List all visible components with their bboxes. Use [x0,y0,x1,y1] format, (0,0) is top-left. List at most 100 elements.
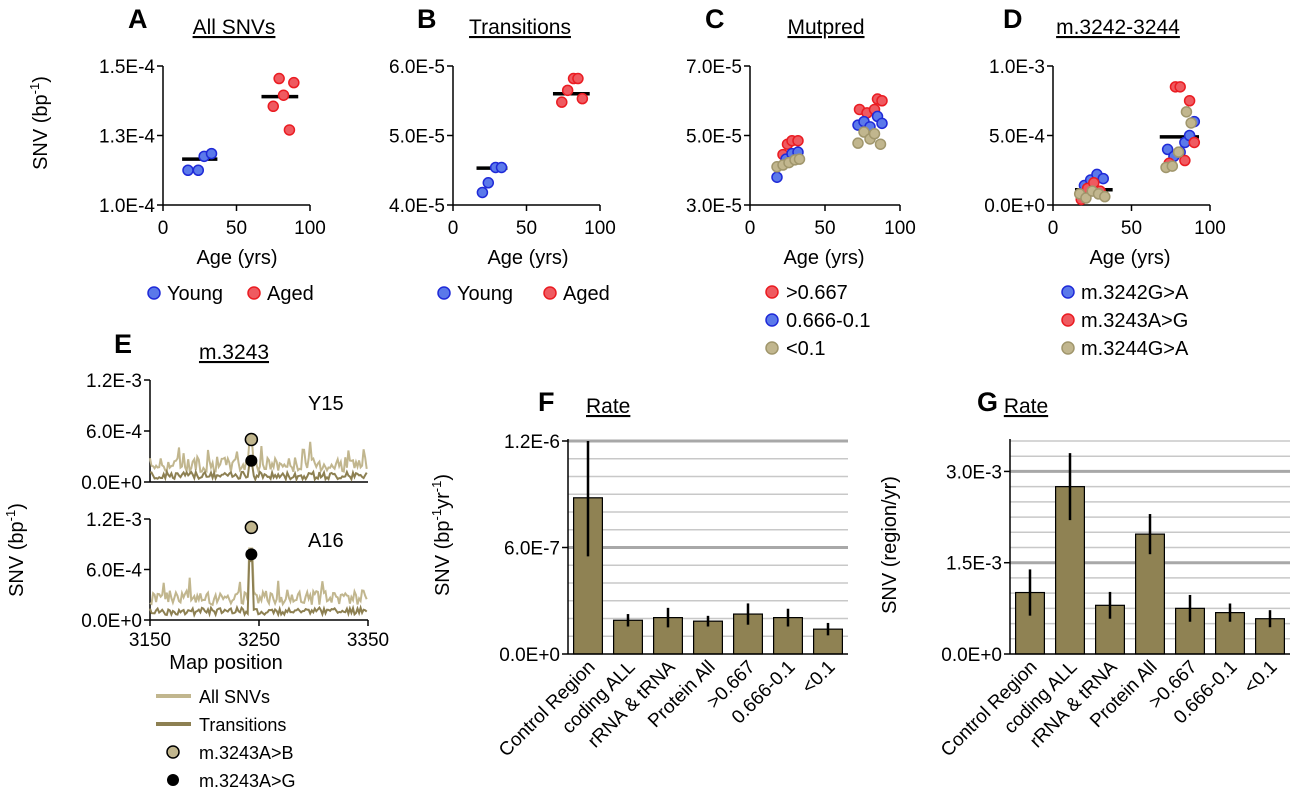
x-axis-label-d: Age (yrs) [1089,247,1170,269]
legend-c-high-marker [765,285,779,299]
legend-d-3243-label: m.3243A>G [1081,310,1188,332]
y-tick-label-g: 3.0E-3 [946,462,1002,483]
data-point-a [273,72,285,85]
legend-a: Young Aged [147,283,314,305]
data-point-a [182,164,194,176]
data-point-d [1180,106,1193,118]
y-tick-label-a: 1.0E-4 [99,196,155,217]
data-point-c [771,171,783,183]
x-tick-label-d: 0 [1048,218,1059,239]
x-axis-label-c: Age (yrs) [783,247,864,269]
data-point-a [205,147,218,160]
data-point-c [876,117,888,130]
line-all-snvs-a16 [149,547,368,607]
x-tick-label-c: 0 [745,218,756,239]
panel-title-f: Rate [586,395,630,418]
y-tick-label-b: 5.0E-5 [389,127,445,148]
data-point-c [876,95,888,107]
x-tick-label-e: 3250 [238,630,280,651]
x-tick-label-e: 3150 [129,630,171,651]
y-axis-label-f: SNV (bp-1yr-1) [429,474,454,596]
legend-b-young-label: Young [457,283,513,305]
legend-c-low-marker [765,341,779,355]
data-point-c [868,128,881,140]
x-axis-label-e: Map position [169,652,282,674]
y-tick-label-f: 0.0E+0 [499,645,560,666]
data-point-b [561,84,574,97]
x-tick-label-a: 0 [158,218,169,239]
panel-e-label-bottom: A16 [308,530,344,552]
legend-a-aged-marker [247,286,261,300]
legend-a-young-label: Young [167,283,223,305]
panel-letter-c: C [705,4,725,34]
data-point-b [482,177,495,189]
panel-letter-e: E [114,329,132,359]
data-point-a [267,100,279,113]
x-tick-label-b: 100 [584,218,616,239]
y-tick-label-d: 0.0E+0 [984,196,1045,217]
panel-title-d: m.3242-3244 [1056,16,1180,39]
legend-a-aged-label: Aged [267,283,314,305]
legend-d: m.3242G>A m.3243A>G m.3244G>A [1061,282,1189,360]
legend-d-3244-marker [1061,341,1075,355]
y-tick-label-d: 1.0E-3 [989,57,1045,78]
y-tick-label-f: 6.0E-7 [504,539,560,560]
y-tick-label-a: 1.3E-4 [99,127,155,148]
data-point-d [1097,172,1109,185]
data-point-b [572,72,584,85]
x-tick-label-b: 0 [448,218,459,239]
panel-letter-b: B [417,4,437,34]
panel-letter-d: D [1003,4,1023,34]
x-tick-label-d: 50 [1121,218,1142,239]
legend-b-aged-marker [543,286,557,300]
legend-a-young-marker [147,286,161,300]
data-point-d [1174,81,1186,93]
data-point-b [495,161,508,174]
marker-3243ag-y15 [245,454,258,467]
legend-c-mid-marker [765,313,779,327]
legend-e-all-label: All SNVs [199,687,270,707]
data-point-d [1099,190,1111,203]
data-point-a [288,76,300,89]
y-tick-label-e: 6.0E-4 [86,422,142,443]
legend-e-transitions-label: Transitions [199,715,286,735]
data-point-d [1188,136,1201,149]
line-transitions-a16 [149,560,368,618]
legend-e: All SNVs Transitions m.3243A>B m.3243A>G [156,687,296,791]
data-point-b [576,92,589,105]
data-point-d [1080,192,1092,204]
marker-3243ab-a16 [244,520,259,535]
x-tick-label-e: 3350 [347,630,389,651]
legend-d-3243-marker [1061,313,1075,327]
legend-c-low-label: <0.1 [786,338,825,360]
y-tick-label-e: 1.2E-3 [86,371,142,392]
data-point-a [283,124,296,136]
data-point-a [192,164,205,176]
panel-e-label-top: Y15 [308,393,344,415]
data-point-c [874,138,887,150]
data-point-d [1185,117,1197,129]
legend-b-young-marker [437,286,451,300]
legend-c-mid-label: 0.666-0.1 [786,310,871,332]
y-tick-label-f: 1.2E-6 [504,432,560,453]
panel-letter-g: G [977,387,998,417]
panel-letter-f: F [538,387,555,417]
y-tick-label-d: 5.0E-4 [989,127,1045,148]
x-tick-label-d: 100 [1194,218,1226,239]
x-tick-label-c: 100 [884,218,916,239]
y-tick-label-b: 6.0E-5 [389,57,445,78]
panel-title-a: All SNVs [193,16,276,39]
legend-e-ag-label: m.3243A>G [199,771,296,791]
category-label-g: <0.1 [1240,657,1281,698]
x-axis-label-a: Age (yrs) [196,247,277,269]
x-tick-label-a: 50 [226,218,247,239]
data-point-c [793,153,806,165]
legend-c: >0.667 0.666-0.1 <0.1 [765,282,871,360]
legend-c-high-label: >0.667 [786,282,848,304]
data-point-c [792,134,804,147]
data-point-b [476,186,489,199]
legend-d-3242-marker [1061,285,1075,299]
y-tick-label-c: 7.0E-5 [686,57,742,78]
x-tick-label-c: 50 [814,218,835,239]
